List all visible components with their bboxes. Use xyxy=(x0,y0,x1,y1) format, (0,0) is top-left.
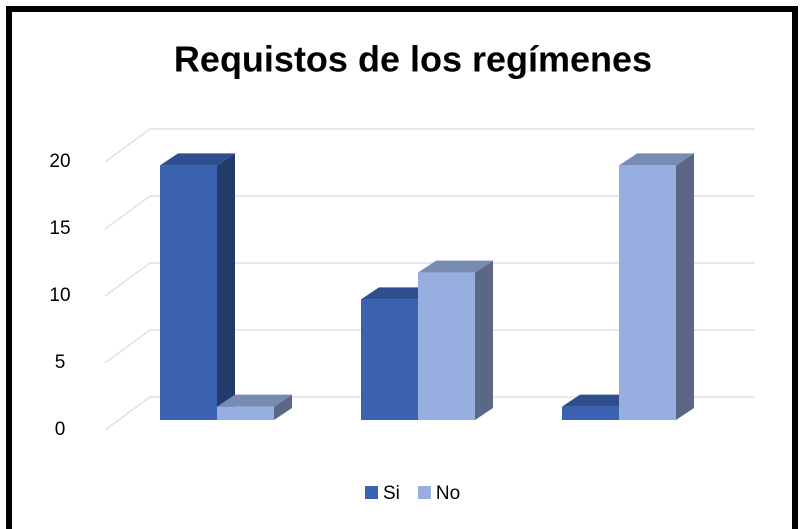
grid-line xyxy=(104,262,755,297)
bar xyxy=(418,260,493,420)
grid-line xyxy=(104,329,755,364)
bar-front xyxy=(361,299,418,420)
grid-line xyxy=(104,128,755,163)
bar xyxy=(217,394,292,420)
y-tick-label: 10 xyxy=(49,285,70,306)
bar-top xyxy=(418,260,493,273)
y-tick-label: 5 xyxy=(55,352,66,373)
bar-front xyxy=(562,406,619,420)
legend-label: Si xyxy=(383,483,400,504)
y-tick-label: 15 xyxy=(49,218,70,239)
bar-side xyxy=(676,153,694,420)
bar-top xyxy=(619,153,694,166)
bar-front xyxy=(418,272,475,420)
legend-label: No xyxy=(436,483,460,504)
bar-front xyxy=(160,165,217,420)
bar-side xyxy=(217,153,235,420)
bar-top xyxy=(217,394,292,407)
bar-side xyxy=(274,394,292,420)
bar-front xyxy=(217,406,274,420)
bar-top xyxy=(562,394,637,407)
bar xyxy=(160,153,235,420)
grid-line xyxy=(104,195,755,230)
chart-border xyxy=(6,6,798,529)
legend-swatch xyxy=(417,486,431,499)
bar xyxy=(619,153,694,420)
y-tick-label: 20 xyxy=(49,151,70,172)
bar-top xyxy=(160,153,235,166)
bar-top xyxy=(361,287,436,300)
legend-swatch xyxy=(365,486,378,499)
bar-side xyxy=(475,260,493,420)
y-tick-label: 0 xyxy=(55,419,66,440)
grid-line xyxy=(104,396,755,431)
bar-front xyxy=(619,165,676,420)
chart-title: Requistos de los regímenes xyxy=(174,39,652,80)
